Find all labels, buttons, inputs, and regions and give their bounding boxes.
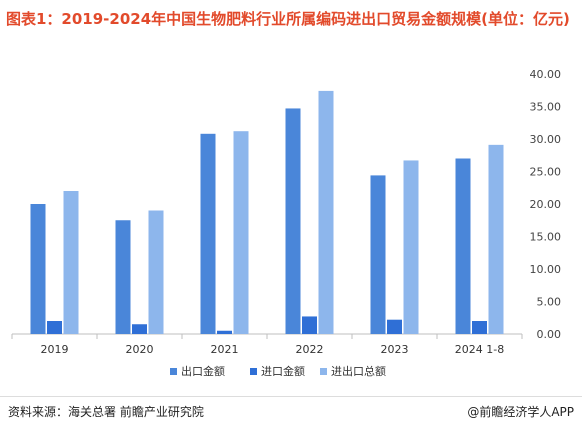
source-note: 资料来源：海关总署 前瞻产业研究院	[8, 405, 204, 419]
legend-swatch-export	[170, 368, 177, 375]
y-tick-label: 30.00	[530, 133, 562, 146]
x-tick-label: 2022	[296, 343, 324, 356]
bar-total	[318, 90, 334, 335]
bar-import	[217, 330, 232, 334]
y-tick-label: 40.00	[530, 68, 562, 81]
bar-export	[285, 108, 301, 334]
bar-export	[370, 175, 386, 334]
bar-import	[47, 321, 62, 334]
bar-total	[63, 191, 79, 334]
bar-export	[200, 133, 216, 334]
bar-export	[30, 204, 46, 334]
legend-label-import: 进口金额	[261, 364, 305, 378]
chart-legend: 出口金额 进口金额 进出口总额	[170, 364, 386, 378]
bar-total	[403, 160, 419, 334]
legend-swatch-total	[320, 368, 327, 375]
y-tick-label: 25.00	[530, 166, 562, 179]
footer-divider	[0, 396, 582, 397]
legend-swatch-import	[250, 368, 257, 375]
x-tick-label: 2024 1-8	[455, 343, 504, 356]
y-tick-label: 20.00	[530, 198, 562, 211]
bar-total	[233, 131, 249, 334]
bar-export	[455, 158, 471, 334]
bar-import	[302, 316, 317, 334]
y-tick-label: 35.00	[530, 101, 562, 114]
y-tick-label: 5.00	[537, 296, 562, 309]
legend-label-total: 进出口总额	[331, 364, 386, 378]
bar-import	[472, 321, 487, 334]
x-tick-label: 2021	[211, 343, 239, 356]
y-tick-label: 10.00	[530, 263, 562, 276]
y-tick-label: 0.00	[537, 328, 562, 341]
bar-import	[132, 324, 147, 334]
bar-chart: 0.00 5.00 10.00 15.00 20.00 25.00 30.00 35.00 40…	[11, 68, 562, 378]
x-tick-label: 2020	[126, 343, 154, 356]
legend-label-export: 出口金额	[181, 364, 225, 378]
bar-total	[148, 210, 164, 334]
x-tick-label: 2023	[381, 343, 409, 356]
bar-export	[115, 220, 131, 334]
chart-title: 图表1：2019-2024年中国生物肥料行业所属编码进出口贸易金额规模(单位：亿…	[6, 10, 570, 28]
brand-label: @前瞻经济学人APP	[467, 405, 574, 419]
bar-import	[387, 319, 402, 334]
bar-total	[488, 144, 504, 334]
x-tick-label: 2019	[41, 343, 69, 356]
y-tick-label: 15.00	[530, 231, 562, 244]
